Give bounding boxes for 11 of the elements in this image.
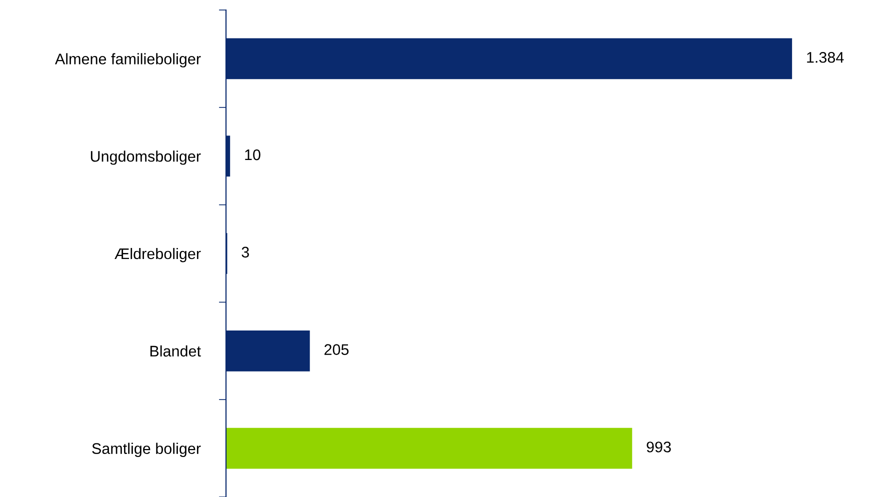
- y-tick-label: Blandet: [150, 345, 201, 357]
- y-tick-label: Samtlige boliger: [92, 442, 201, 458]
- bar: [226, 428, 632, 469]
- data-label: 10: [245, 149, 260, 160]
- y-tick-label: Ungdomsboliger: [90, 150, 201, 165]
- data-label: 993: [646, 442, 671, 452]
- y-tick-label: Ældreboliger: [114, 248, 201, 262]
- data-label: 205: [324, 344, 349, 355]
- data-label: 3: [242, 246, 249, 258]
- data-label: 1.384: [807, 52, 844, 63]
- y-tick-label: Almene familieboliger: [54, 53, 201, 68]
